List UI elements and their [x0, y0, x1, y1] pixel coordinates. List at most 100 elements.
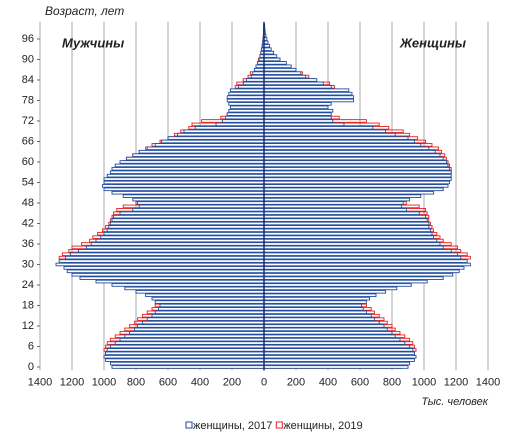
x-tick-label: 1200	[444, 376, 468, 388]
bar	[221, 119, 265, 123]
x-tick-label: 1400	[476, 376, 500, 388]
bar	[229, 105, 265, 110]
bar	[252, 71, 265, 75]
bar	[108, 225, 265, 229]
bar	[263, 129, 387, 134]
bar	[69, 252, 265, 257]
bar	[263, 146, 430, 151]
bar	[263, 272, 454, 277]
bar	[263, 91, 353, 96]
bar	[263, 143, 422, 147]
x-tick-label: 1000	[412, 376, 436, 388]
bar	[263, 108, 334, 113]
bar	[263, 320, 380, 325]
bar	[263, 225, 430, 229]
bar	[100, 235, 265, 239]
bar	[263, 163, 449, 168]
bar	[263, 160, 447, 164]
x-tick-label: 1400	[28, 376, 52, 388]
bar	[263, 197, 411, 202]
bar	[103, 354, 265, 359]
bar	[167, 136, 265, 140]
bar	[263, 149, 436, 154]
x-tick-label: 1200	[60, 376, 84, 388]
bar	[79, 276, 265, 280]
bar	[154, 143, 265, 147]
bar	[263, 351, 415, 356]
bar	[95, 238, 265, 243]
bar	[263, 61, 287, 65]
y-tick-label: 36	[22, 238, 34, 250]
y-tick-label: 0	[28, 361, 34, 373]
bar	[228, 108, 265, 113]
x-tick-label: 400	[319, 376, 337, 388]
bar	[194, 126, 265, 130]
bar	[263, 358, 415, 362]
y-tick-label: 42	[22, 217, 34, 229]
bar	[263, 81, 324, 86]
bar	[263, 249, 452, 253]
bar	[263, 136, 409, 140]
bar	[145, 293, 265, 298]
bar	[228, 91, 265, 96]
bar	[177, 132, 265, 137]
bar	[124, 334, 265, 339]
bar	[263, 242, 441, 246]
bar	[146, 146, 265, 151]
bar	[263, 122, 345, 127]
bar	[263, 235, 435, 239]
bar	[263, 290, 387, 294]
bar	[263, 50, 275, 55]
bar	[101, 184, 265, 188]
bar	[105, 351, 265, 356]
bar	[263, 218, 428, 222]
bar	[263, 156, 444, 161]
bar	[125, 156, 265, 161]
x-tick-label: 0	[261, 376, 267, 388]
y-tick-label: 78	[22, 94, 34, 106]
bar	[109, 344, 265, 349]
bar	[135, 290, 265, 294]
bar	[71, 272, 265, 277]
bar	[263, 67, 297, 72]
bar	[95, 279, 265, 284]
bar	[226, 95, 265, 99]
bar	[263, 296, 371, 301]
y-tick-label: 60	[22, 156, 34, 168]
y-tick-label: 66	[22, 135, 34, 147]
bar	[263, 324, 385, 328]
bar	[263, 88, 350, 93]
bar	[229, 88, 265, 93]
bar	[111, 190, 265, 195]
bar	[263, 228, 431, 233]
bar	[114, 341, 265, 345]
bar	[119, 160, 265, 164]
legend-swatch	[275, 421, 283, 429]
y-axis-title: Возраст, лет	[45, 4, 124, 18]
bar	[183, 129, 265, 134]
bar	[111, 218, 265, 222]
bar	[263, 259, 468, 263]
bar	[263, 167, 451, 171]
bar	[132, 197, 265, 202]
bar	[109, 170, 265, 175]
bar	[111, 283, 265, 287]
legend-swatch	[185, 421, 193, 429]
bar	[263, 245, 444, 250]
bar	[263, 211, 420, 216]
x-tick-label: 800	[383, 376, 401, 388]
bar	[103, 187, 265, 192]
x-axis-label: Тыс. человек	[421, 396, 488, 408]
bar	[141, 320, 265, 325]
bar	[263, 54, 278, 58]
y-tick-label: 30	[22, 258, 34, 270]
bar	[66, 269, 265, 274]
bar	[154, 310, 265, 315]
bar	[263, 74, 307, 79]
x-tick-label: 600	[159, 376, 177, 388]
bar	[250, 74, 265, 79]
bar	[263, 132, 396, 137]
bar	[263, 153, 441, 157]
bar	[109, 361, 265, 366]
